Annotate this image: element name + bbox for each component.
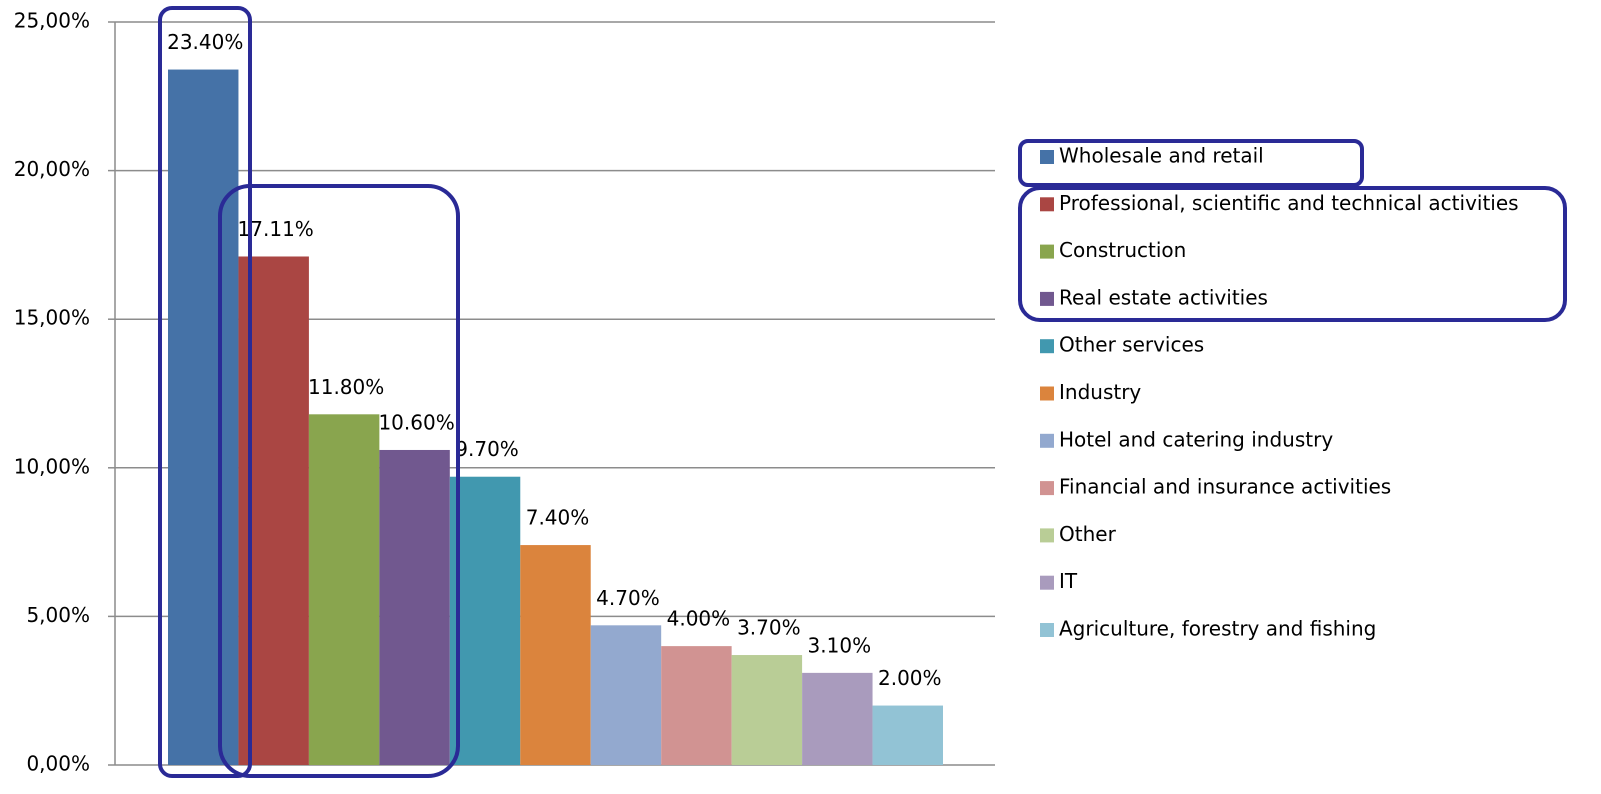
annotation-box: [1018, 139, 1364, 187]
data-label: 9.70%: [455, 437, 519, 461]
data-label: 4.70%: [596, 586, 660, 610]
y-tick-label: 15,00%: [14, 306, 90, 330]
plot: 0,00% 5,00% 10,00% 15,00% 20,00% 25,00% 23.40%…: [14, 9, 1519, 776]
y-tick-label: 5,00%: [26, 603, 90, 627]
y-tick-label: 20,00%: [14, 157, 90, 181]
legend-label: Other services: [1059, 333, 1204, 357]
bar: [520, 545, 591, 765]
legend-label: Industry: [1059, 380, 1141, 404]
bar: [168, 69, 239, 765]
bar: [449, 476, 521, 765]
legend-label: Agriculture, forestry and fishing: [1059, 617, 1376, 641]
annotation-box: [1018, 186, 1567, 322]
legend-label: Professional, scientific and technical a…: [1059, 191, 1519, 215]
legend-swatch: [1040, 150, 1054, 164]
y-tick-label: 0,00%: [26, 752, 90, 776]
legend-swatch: [1040, 244, 1054, 259]
bar: [661, 646, 732, 765]
legend-swatch: [1040, 197, 1054, 212]
bar: [308, 414, 380, 765]
legend-label: Construction: [1059, 238, 1186, 262]
bar: [731, 655, 803, 765]
legend-label: IT: [1059, 569, 1078, 593]
legend-label: Other: [1059, 522, 1117, 546]
legend-label: Hotel and catering industry: [1059, 427, 1333, 451]
data-label: 3.70%: [737, 616, 801, 640]
legend-swatch: [1040, 528, 1054, 543]
bar: [590, 625, 662, 765]
legend-label: Wholesale and retail: [1059, 144, 1264, 168]
legend-swatch: [1040, 623, 1054, 637]
data-label: 23.40%: [167, 30, 243, 54]
legend-swatch: [1040, 481, 1054, 496]
legend-swatch: [1040, 291, 1054, 306]
annotation-box: [218, 184, 460, 778]
data-label: 10.60%: [378, 410, 454, 434]
legend-label: Financial and insurance activities: [1059, 475, 1391, 499]
annotation-box: [158, 6, 252, 778]
bar: [872, 705, 943, 765]
bar: [379, 449, 450, 765]
legend-label: Real estate activities: [1059, 285, 1268, 309]
data-label: 4.00%: [667, 607, 731, 631]
y-tick-label: 25,00%: [14, 9, 90, 33]
data-label: 7.40%: [526, 506, 590, 530]
bar: [802, 672, 873, 765]
legend-swatch: [1040, 339, 1054, 354]
y-tick-label: 10,00%: [14, 454, 90, 478]
legend-swatch: [1040, 575, 1054, 590]
legend-swatch: [1040, 433, 1054, 448]
data-label: 2.00%: [878, 666, 942, 690]
data-label: 3.10%: [808, 633, 872, 657]
legend-swatch: [1040, 386, 1054, 401]
data-label: 11.80%: [308, 375, 384, 399]
